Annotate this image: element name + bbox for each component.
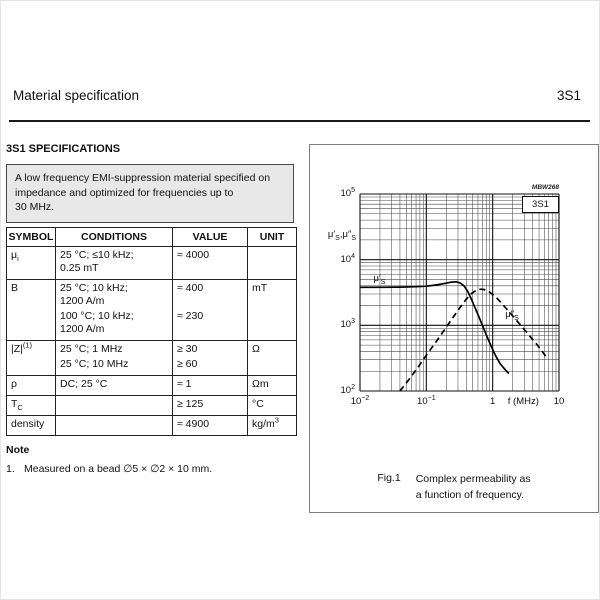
cell-unit: Ω xyxy=(247,340,297,377)
material-description-box: A low frequency EMI-suppression material… xyxy=(6,164,294,224)
x-axis-tick-label: 10−2 xyxy=(350,394,370,407)
y-axis-tick-label: 103 xyxy=(340,318,355,331)
x-axis-tick-label: 1 xyxy=(490,396,496,407)
figure-caption-text: Complex permeability as a function of fr… xyxy=(416,472,531,504)
description-line: 30 MHz. xyxy=(15,201,55,214)
note-text: Measured on a bead ∅5 × ∅2 × 10 mm. xyxy=(24,463,213,476)
description-line: impedance and optimized for frequencies … xyxy=(15,186,234,199)
table-row: |Z|(1) 25 °C; 1 MHz 25 °C; 10 MHz ≥ 30 ≥ 60 Ω xyxy=(6,340,297,377)
cell-conditions: DC; 25 °C xyxy=(55,375,173,397)
cell-symbol: ρ xyxy=(6,375,56,397)
x-axis-tick-label: 10 xyxy=(553,396,565,407)
figure-code: MBW268 xyxy=(531,184,559,191)
x-axis-tick-label: 10−1 xyxy=(417,394,436,407)
col-header-symbol: SYMBOL xyxy=(6,227,56,248)
note-number: 1. xyxy=(6,463,15,476)
y-axis-tick-label: 105 xyxy=(340,186,355,199)
y-axis-tick-label: 104 xyxy=(340,252,355,265)
y-axis-tick-label: 102 xyxy=(340,383,355,396)
cell-value: ≥ 125 xyxy=(172,395,248,417)
cell-value: ≥ 30 ≥ 60 xyxy=(172,340,248,377)
grid-major-lines xyxy=(359,193,560,392)
spec-table: SYMBOL CONDITIONS VALUE UNIT μi 25 °C; ≤10 kH… xyxy=(6,227,297,437)
page-title: Material specification xyxy=(13,88,140,103)
cell-value: ≈ 1 xyxy=(172,375,248,397)
mu-double-prime-s-curve-label: μ″S xyxy=(505,309,519,323)
cell-conditions: 25 °C; 1 MHz 25 °C; 10 MHz xyxy=(55,340,173,377)
figure-chart: Fig.1 Complex permeability as a function… xyxy=(309,144,599,513)
col-header-value: VALUE xyxy=(172,227,248,248)
mu-prime-s-curve xyxy=(360,280,510,375)
specifications-column: 3S1 SPECIFICATIONS A low frequency EMI-s… xyxy=(6,143,297,475)
note-item: 1. Measured on a bead ∅5 × ∅2 × 10 mm. xyxy=(6,463,294,475)
cell-conditions xyxy=(55,415,173,437)
col-header-conditions: CONDITIONS xyxy=(55,227,173,248)
col-header-unit: UNIT xyxy=(247,227,297,248)
description-line: A low frequency EMI-suppression material… xyxy=(15,172,271,184)
header-rule xyxy=(9,120,590,122)
x-axis-label: f (MHz) xyxy=(507,396,539,407)
cell-value: ≈ 4900 xyxy=(172,415,248,437)
caption-line: Complex permeability as xyxy=(415,473,531,485)
grid-minor-lines xyxy=(360,194,559,391)
cell-unit: mT xyxy=(247,279,297,342)
mu-prime-s-curve-label: μ′S xyxy=(373,272,386,286)
mu-double-prime-s-curve xyxy=(399,288,547,392)
caption-line: a function of frequency. xyxy=(415,488,525,501)
page-material-code: 3S1 xyxy=(556,88,581,103)
cell-value: ≈ 4000 xyxy=(172,246,248,281)
permeability-plot xyxy=(359,193,560,392)
figure-caption-label: Fig.1 xyxy=(377,472,401,484)
section-title: 3S1 SPECIFICATIONS xyxy=(6,143,121,155)
cell-symbol: density xyxy=(6,415,56,437)
cell-unit: °C xyxy=(247,395,297,417)
cell-unit: Ωm xyxy=(247,375,297,397)
table-row: ρ DC; 25 °C ≈ 1 Ωm xyxy=(6,375,297,397)
y-axis-label: μ′S,μ″S xyxy=(327,229,356,242)
cell-symbol: TC xyxy=(6,395,56,417)
cell-conditions xyxy=(55,395,173,417)
cell-symbol: μi xyxy=(6,246,56,281)
cell-unit xyxy=(247,246,297,281)
table-row: density ≈ 4900 kg/m3 xyxy=(6,415,297,437)
table-row: TC ≥ 125 °C xyxy=(6,395,297,417)
cell-conditions: 25 °C; 10 kHz; 1200 A/m 100 °C; 10 kHz; 120… xyxy=(55,279,173,342)
table-row: μi 25 °C; ≤10 kHz; 0.25 mT ≈ 4000 xyxy=(6,246,297,281)
material-grade-box: 3S1 xyxy=(522,196,559,213)
cell-conditions: 25 °C; ≤10 kHz; 0.25 mT xyxy=(55,246,173,281)
cell-unit: kg/m3 xyxy=(247,415,297,437)
table-row: B 25 °C; 10 kHz; 1200 A/m 100 °C; 10 kHz; 12… xyxy=(6,279,297,342)
table-header-row: SYMBOL CONDITIONS VALUE UNIT xyxy=(6,227,297,248)
cell-symbol: B xyxy=(6,279,56,342)
figure-caption: Fig.1 Complex permeability as a function… xyxy=(310,472,598,504)
cell-symbol: |Z|(1) xyxy=(6,340,56,377)
cell-value: ≈ 400 ≈ 230 xyxy=(172,279,248,342)
note-title: Note xyxy=(6,444,30,457)
